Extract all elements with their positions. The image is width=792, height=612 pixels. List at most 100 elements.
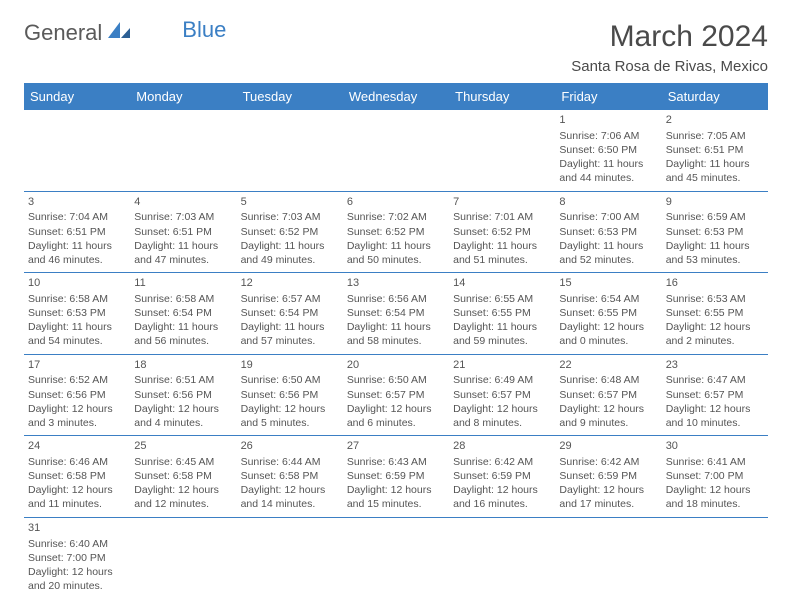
logo: General Blue — [24, 20, 226, 46]
sunset-line: Sunset: 7:00 PM — [28, 551, 126, 565]
calendar-day-cell: 14Sunrise: 6:55 AMSunset: 6:55 PMDayligh… — [449, 273, 555, 355]
day-number: 7 — [453, 195, 551, 210]
sunset-line: Sunset: 6:57 PM — [559, 388, 657, 402]
daylight-line: Daylight: 11 hours and 44 minutes. — [559, 157, 657, 185]
sunset-line: Sunset: 6:54 PM — [347, 306, 445, 320]
calendar-day-cell: 24Sunrise: 6:46 AMSunset: 6:58 PMDayligh… — [24, 436, 130, 518]
day-number: 12 — [241, 276, 339, 291]
day-number: 28 — [453, 439, 551, 454]
sunset-line: Sunset: 6:58 PM — [134, 469, 232, 483]
sunrise-line: Sunrise: 7:01 AM — [453, 210, 551, 224]
day-number: 23 — [666, 358, 764, 373]
day-number: 31 — [28, 521, 126, 536]
calendar-week-row: 10Sunrise: 6:58 AMSunset: 6:53 PMDayligh… — [24, 273, 768, 355]
calendar-day-cell: 29Sunrise: 6:42 AMSunset: 6:59 PMDayligh… — [555, 436, 661, 518]
daylight-line: Daylight: 12 hours and 4 minutes. — [134, 402, 232, 430]
day-number: 15 — [559, 276, 657, 291]
calendar-day-cell — [343, 110, 449, 191]
calendar-day-cell: 3Sunrise: 7:04 AMSunset: 6:51 PMDaylight… — [24, 191, 130, 273]
sunrise-line: Sunrise: 7:06 AM — [559, 129, 657, 143]
calendar-day-cell: 2Sunrise: 7:05 AMSunset: 6:51 PMDaylight… — [662, 110, 768, 191]
daylight-line: Daylight: 11 hours and 54 minutes. — [28, 320, 126, 348]
sunset-line: Sunset: 6:53 PM — [666, 225, 764, 239]
sunset-line: Sunset: 6:52 PM — [241, 225, 339, 239]
daylight-line: Daylight: 12 hours and 14 minutes. — [241, 483, 339, 511]
daylight-line: Daylight: 12 hours and 5 minutes. — [241, 402, 339, 430]
daylight-line: Daylight: 12 hours and 12 minutes. — [134, 483, 232, 511]
day-number: 14 — [453, 276, 551, 291]
day-number: 20 — [347, 358, 445, 373]
daylight-line: Daylight: 11 hours and 59 minutes. — [453, 320, 551, 348]
sunrise-line: Sunrise: 6:46 AM — [28, 455, 126, 469]
sunset-line: Sunset: 6:57 PM — [453, 388, 551, 402]
sunset-line: Sunset: 6:52 PM — [347, 225, 445, 239]
sunset-line: Sunset: 6:51 PM — [28, 225, 126, 239]
day-number: 13 — [347, 276, 445, 291]
sunrise-line: Sunrise: 6:44 AM — [241, 455, 339, 469]
sunset-line: Sunset: 6:57 PM — [347, 388, 445, 402]
day-number: 21 — [453, 358, 551, 373]
calendar-week-row: 24Sunrise: 6:46 AMSunset: 6:58 PMDayligh… — [24, 436, 768, 518]
sunrise-line: Sunrise: 6:49 AM — [453, 373, 551, 387]
daylight-line: Daylight: 11 hours and 57 minutes. — [241, 320, 339, 348]
sunset-line: Sunset: 7:00 PM — [666, 469, 764, 483]
calendar-day-cell: 6Sunrise: 7:02 AMSunset: 6:52 PMDaylight… — [343, 191, 449, 273]
calendar-day-cell: 27Sunrise: 6:43 AMSunset: 6:59 PMDayligh… — [343, 436, 449, 518]
dow-monday: Monday — [130, 83, 236, 110]
calendar-day-cell: 4Sunrise: 7:03 AMSunset: 6:51 PMDaylight… — [130, 191, 236, 273]
header: General Blue March 2024 Santa Rosa de Ri… — [24, 20, 768, 75]
day-number: 26 — [241, 439, 339, 454]
sunrise-line: Sunrise: 6:53 AM — [666, 292, 764, 306]
day-number: 8 — [559, 195, 657, 210]
dow-wednesday: Wednesday — [343, 83, 449, 110]
calendar-day-cell: 19Sunrise: 6:50 AMSunset: 6:56 PMDayligh… — [237, 354, 343, 436]
sunrise-line: Sunrise: 7:03 AM — [241, 210, 339, 224]
calendar-day-cell — [449, 110, 555, 191]
calendar-week-row: 3Sunrise: 7:04 AMSunset: 6:51 PMDaylight… — [24, 191, 768, 273]
sunset-line: Sunset: 6:56 PM — [134, 388, 232, 402]
dow-friday: Friday — [555, 83, 661, 110]
sunrise-line: Sunrise: 7:04 AM — [28, 210, 126, 224]
day-number: 18 — [134, 358, 232, 373]
daylight-line: Daylight: 11 hours and 51 minutes. — [453, 239, 551, 267]
daylight-line: Daylight: 11 hours and 53 minutes. — [666, 239, 764, 267]
day-number: 22 — [559, 358, 657, 373]
calendar-day-cell: 12Sunrise: 6:57 AMSunset: 6:54 PMDayligh… — [237, 273, 343, 355]
day-number: 4 — [134, 195, 232, 210]
day-number: 1 — [559, 113, 657, 128]
sunrise-line: Sunrise: 6:55 AM — [453, 292, 551, 306]
day-number: 3 — [28, 195, 126, 210]
sunset-line: Sunset: 6:54 PM — [134, 306, 232, 320]
daylight-line: Daylight: 11 hours and 49 minutes. — [241, 239, 339, 267]
calendar-day-cell: 22Sunrise: 6:48 AMSunset: 6:57 PMDayligh… — [555, 354, 661, 436]
daylight-line: Daylight: 12 hours and 16 minutes. — [453, 483, 551, 511]
calendar-week-row: 31Sunrise: 6:40 AMSunset: 7:00 PMDayligh… — [24, 517, 768, 598]
sunset-line: Sunset: 6:51 PM — [666, 143, 764, 157]
calendar-day-cell: 31Sunrise: 6:40 AMSunset: 7:00 PMDayligh… — [24, 517, 130, 598]
daylight-line: Daylight: 12 hours and 10 minutes. — [666, 402, 764, 430]
sunrise-line: Sunrise: 7:02 AM — [347, 210, 445, 224]
calendar-day-cell — [24, 110, 130, 191]
sunrise-line: Sunrise: 6:56 AM — [347, 292, 445, 306]
sail-icon — [106, 20, 132, 46]
day-number: 11 — [134, 276, 232, 291]
calendar-day-cell: 15Sunrise: 6:54 AMSunset: 6:55 PMDayligh… — [555, 273, 661, 355]
sunrise-line: Sunrise: 6:58 AM — [134, 292, 232, 306]
calendar-body: 1Sunrise: 7:06 AMSunset: 6:50 PMDaylight… — [24, 110, 768, 598]
sunset-line: Sunset: 6:57 PM — [666, 388, 764, 402]
sunrise-line: Sunrise: 6:42 AM — [453, 455, 551, 469]
calendar-week-row: 1Sunrise: 7:06 AMSunset: 6:50 PMDaylight… — [24, 110, 768, 191]
sunrise-line: Sunrise: 6:42 AM — [559, 455, 657, 469]
logo-text-general: General — [24, 20, 102, 46]
daylight-line: Daylight: 12 hours and 0 minutes. — [559, 320, 657, 348]
sunset-line: Sunset: 6:53 PM — [28, 306, 126, 320]
sunrise-line: Sunrise: 6:58 AM — [28, 292, 126, 306]
calendar-day-cell — [343, 517, 449, 598]
calendar-header-row: Sunday Monday Tuesday Wednesday Thursday… — [24, 83, 768, 110]
calendar-day-cell: 23Sunrise: 6:47 AMSunset: 6:57 PMDayligh… — [662, 354, 768, 436]
day-number: 29 — [559, 439, 657, 454]
sunset-line: Sunset: 6:51 PM — [134, 225, 232, 239]
day-number: 5 — [241, 195, 339, 210]
calendar-day-cell: 5Sunrise: 7:03 AMSunset: 6:52 PMDaylight… — [237, 191, 343, 273]
daylight-line: Daylight: 11 hours and 50 minutes. — [347, 239, 445, 267]
